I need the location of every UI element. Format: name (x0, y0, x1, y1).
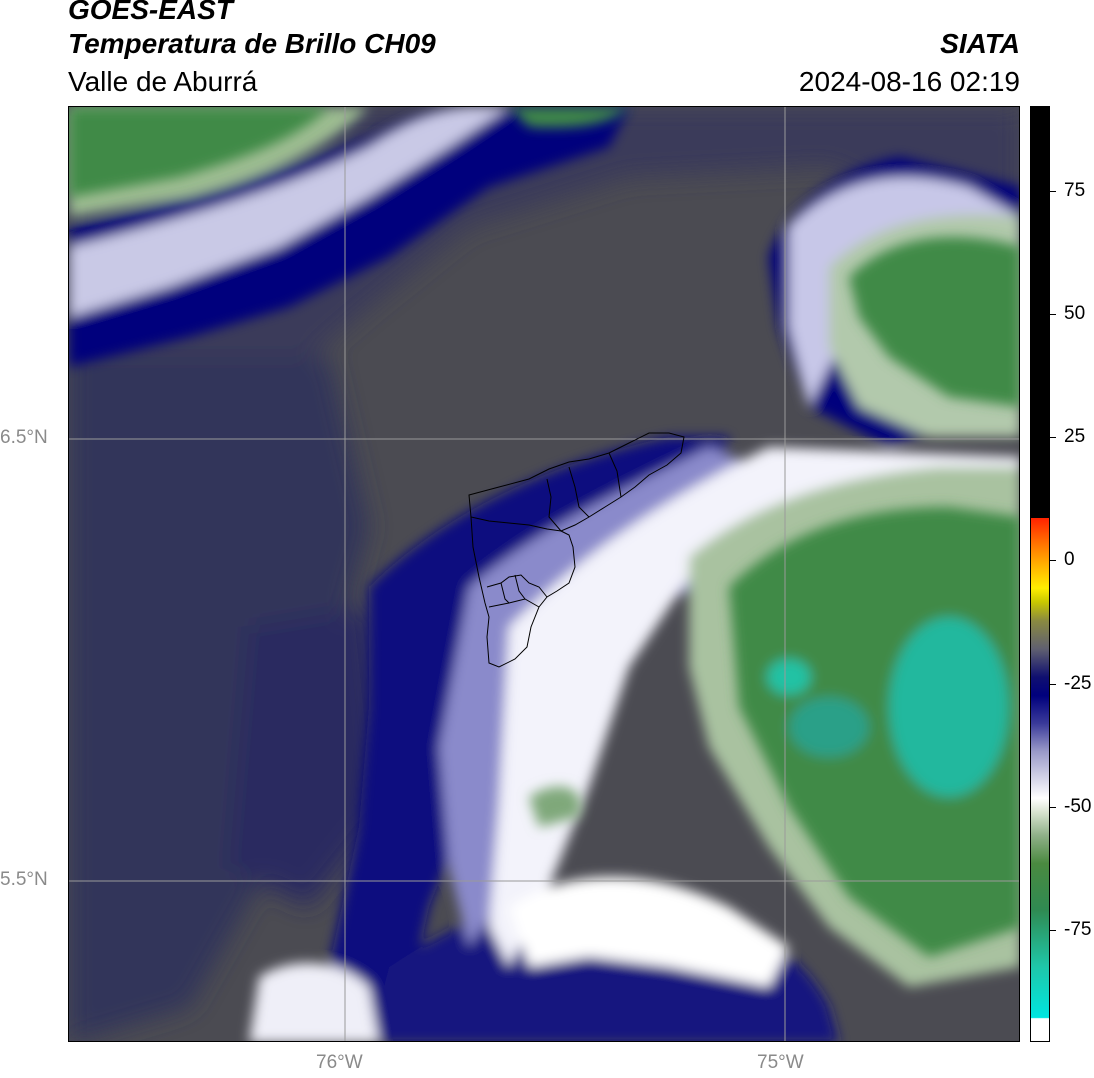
colorbar-tick (1050, 807, 1056, 808)
lat-tick-label: 5.5°N (0, 869, 48, 890)
lat-tick-label: 6.5°N (0, 427, 48, 448)
colorbar-tick (1050, 314, 1056, 315)
satellite-name: GOES-EAST (68, 0, 233, 25)
colorbar-label: 50 (1064, 303, 1086, 324)
colorbar-label: -25 (1064, 673, 1092, 694)
organization-name: SIATA (940, 28, 1020, 59)
colorbar-tick (1050, 930, 1056, 931)
brightness-temperature-field (69, 107, 1019, 1041)
temperature-colorbar (1030, 106, 1050, 1042)
municipality-boundaries (468, 432, 685, 668)
product-title: Temperatura de Brillo CH09 (68, 28, 436, 59)
colorbar-label: -75 (1064, 919, 1092, 940)
colorbar-label: 25 (1064, 426, 1086, 447)
colorbar-label: 75 (1064, 180, 1086, 201)
satellite-map (68, 106, 1020, 1042)
colorbar-tick (1050, 191, 1056, 192)
colorbar-tick (1050, 684, 1056, 685)
colorbar-tick (1050, 437, 1056, 438)
colorbar-label: -50 (1064, 796, 1092, 817)
colorbar-tick (1050, 560, 1056, 561)
lon-tick-label: 76°W (316, 1052, 363, 1073)
colorbar-label: 0 (1064, 549, 1075, 570)
lon-tick-label: 75°W (757, 1052, 804, 1073)
region-name: Valle de Aburrá (68, 66, 258, 97)
timestamp: 2024-08-16 02:19 (798, 66, 1020, 97)
